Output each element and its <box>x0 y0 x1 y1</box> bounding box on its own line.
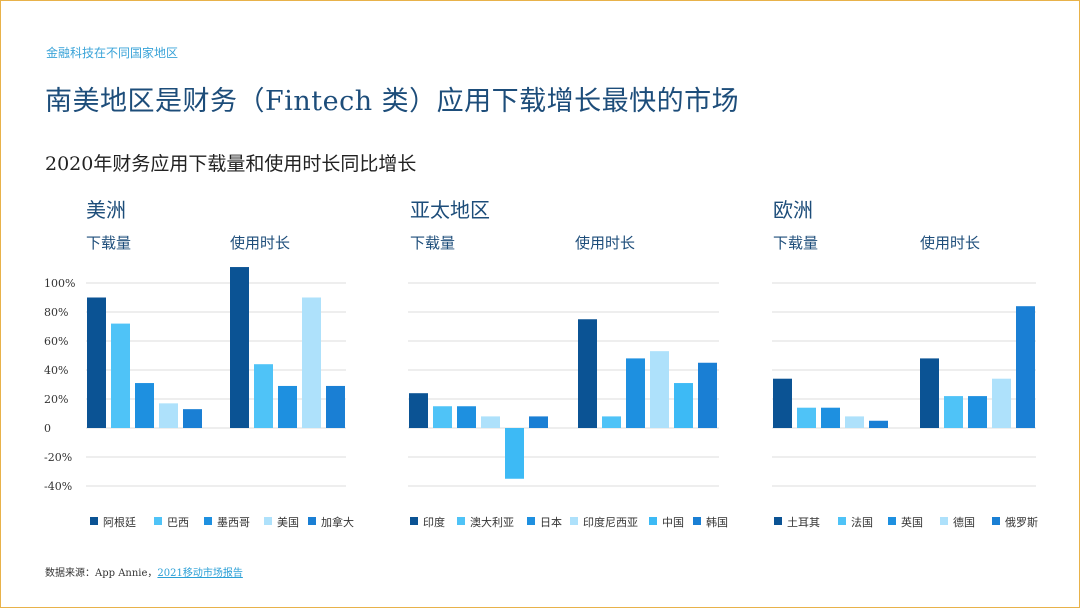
bar-加拿大-使用时长 <box>326 385 345 428</box>
metric-label-usage-apac: 使用时长 <box>575 234 636 252</box>
source-note: 数据来源：App Annie，2021移动市场报告 <box>45 564 243 579</box>
bar-印度-下载量 <box>409 393 428 428</box>
bar-墨西哥-下载量 <box>135 383 154 428</box>
y-tick-label: 40% <box>44 364 68 377</box>
bar-法国-使用时长 <box>944 396 963 428</box>
legend-swatch <box>940 517 948 525</box>
region-title-apac: 亚太地区 <box>410 198 490 222</box>
bar-印度尼西亚-下载量 <box>481 416 500 428</box>
bar-阿根廷-下载量 <box>87 297 106 428</box>
bar-土耳其-下载量 <box>773 378 792 428</box>
metric-label-usage-americas: 使用时长 <box>230 234 291 252</box>
bar-美国-使用时长 <box>302 297 321 428</box>
bar-印度尼西亚-使用时长 <box>650 351 669 428</box>
page-title: 南美地区是财务（Fintech 类）应用下载增长最快的市场 <box>45 86 740 117</box>
bar-日本-下载量 <box>457 406 476 428</box>
legend-swatch <box>264 517 272 525</box>
legend-label: 俄罗斯 <box>1005 516 1038 529</box>
bar-韩国-使用时长 <box>698 362 717 428</box>
y-tick-label: 20% <box>44 393 68 406</box>
metric-label-usage-europe: 使用时长 <box>920 234 981 252</box>
bar-英国-下载量 <box>821 407 840 428</box>
bar-俄罗斯-使用时长 <box>1016 306 1035 428</box>
y-tick-label: -40% <box>44 480 72 493</box>
bar-澳大利亚-使用时长 <box>602 416 621 428</box>
legend-label: 英国 <box>901 515 923 529</box>
legend-swatch <box>774 517 782 525</box>
legend-swatch <box>992 517 1000 525</box>
kicker-text: 金融科技在不同国家地区 <box>46 46 179 60</box>
legend-label: 德国 <box>953 515 975 529</box>
bar-土耳其-使用时长 <box>920 358 939 428</box>
bar-德国-下载量 <box>845 416 864 428</box>
bar-巴西-使用时长 <box>254 364 273 428</box>
legend-swatch <box>888 517 896 525</box>
bar-日本-使用时长 <box>626 358 645 428</box>
legend-swatch <box>527 517 535 525</box>
bar-美国-下载量 <box>159 403 178 428</box>
legend-swatch <box>693 517 701 525</box>
legend-swatch <box>308 517 316 525</box>
bar-阿根廷-使用时长 <box>230 267 249 428</box>
bar-中国-使用时长 <box>674 383 693 428</box>
bar-中国-下载量 <box>505 428 524 479</box>
bar-德国-使用时长 <box>992 378 1011 428</box>
legend-swatch <box>204 517 212 525</box>
bar-韩国-下载量 <box>529 416 548 428</box>
legend-label: 日本 <box>540 515 562 529</box>
bar-加拿大-下载量 <box>183 409 202 428</box>
legend-label: 中国 <box>662 516 684 529</box>
chart-subtitle: 2020年财务应用下载量和使用时长同比增长 <box>45 153 417 175</box>
legend-label: 澳大利亚 <box>470 515 514 529</box>
bar-俄罗斯-下载量 <box>869 420 888 428</box>
y-tick-label: 60% <box>44 335 68 348</box>
y-tick-label: 0 <box>44 422 51 435</box>
bar-法国-下载量 <box>797 407 816 428</box>
region-title-americas: 美洲 <box>86 198 126 222</box>
legend-swatch <box>154 517 162 525</box>
legend-swatch <box>457 517 465 525</box>
legend-label: 加拿大 <box>321 515 354 529</box>
legend-label: 巴西 <box>167 516 189 529</box>
bar-英国-使用时长 <box>968 396 987 428</box>
legend-label: 法国 <box>851 515 873 529</box>
region-title-europe: 欧洲 <box>773 198 813 222</box>
legend-label: 土耳其 <box>787 516 820 529</box>
legend-swatch <box>838 517 846 525</box>
metric-label-downloads-americas: 下载量 <box>86 234 132 252</box>
y-tick-label: 80% <box>44 306 68 319</box>
legend-label: 韩国 <box>706 515 728 529</box>
legend-swatch <box>570 517 578 525</box>
legend-swatch <box>649 517 657 525</box>
y-tick-label: -20% <box>44 451 72 464</box>
bar-印度-使用时长 <box>578 319 597 428</box>
legend-label: 印度尼西亚 <box>583 515 638 529</box>
source-report-link[interactable]: 2021移动市场报告 <box>157 568 243 579</box>
legend-label: 美国 <box>277 516 299 529</box>
bar-墨西哥-使用时长 <box>278 385 297 428</box>
legend-swatch <box>90 517 98 525</box>
metric-label-downloads-apac: 下载量 <box>410 234 456 252</box>
legend-swatch <box>410 517 418 525</box>
legend-label: 印度 <box>423 515 445 529</box>
metric-label-downloads-europe: 下载量 <box>773 234 819 252</box>
legend-label: 墨西哥 <box>217 516 250 529</box>
bar-巴西-下载量 <box>111 323 130 428</box>
y-tick-label: 100% <box>44 277 75 290</box>
bar-澳大利亚-下载量 <box>433 406 452 428</box>
source-prefix: 数据来源：App Annie， <box>45 568 158 579</box>
legend-label: 阿根廷 <box>103 515 136 529</box>
